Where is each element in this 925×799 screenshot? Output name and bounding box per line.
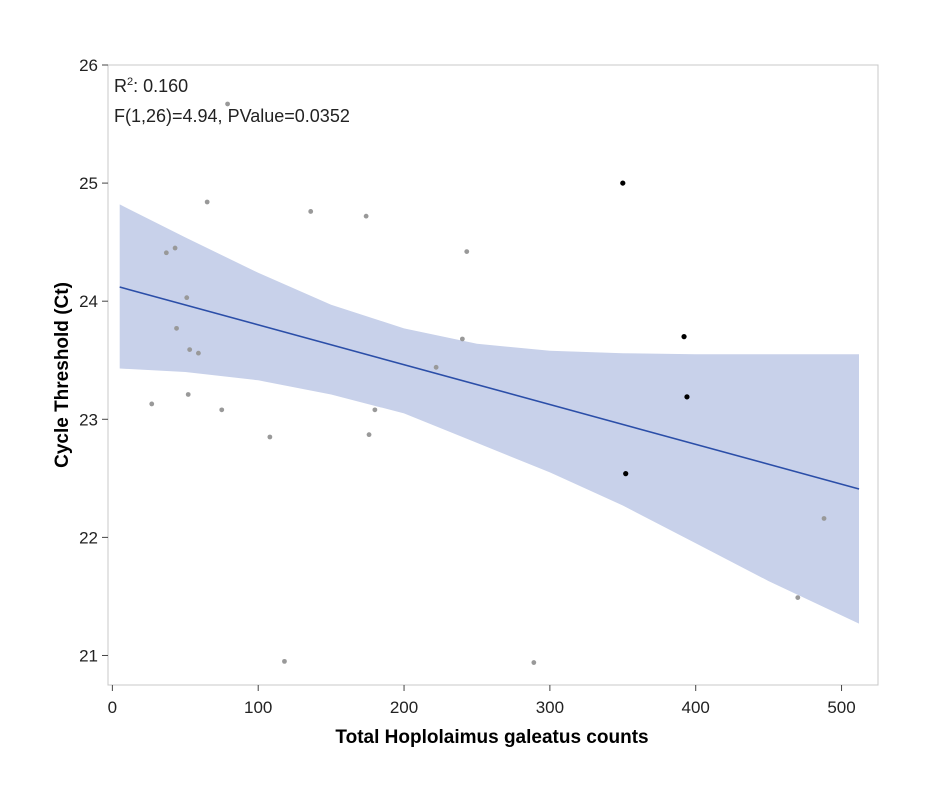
confidence-band xyxy=(119,204,859,624)
r2-superscript: 2 xyxy=(127,76,133,88)
data-point xyxy=(149,401,155,407)
r2-annotation: R2: 0.160 xyxy=(114,76,188,96)
data-point xyxy=(187,347,193,353)
data-point xyxy=(366,432,372,438)
y-tick-label: 26 xyxy=(79,56,98,75)
axes-layer: 0 100 200 300 400 500 21 22 23 24 25 26 xyxy=(79,56,856,717)
x-tick-label: 0 xyxy=(108,698,117,717)
y-tick-label: 22 xyxy=(79,528,98,547)
data-point xyxy=(363,213,369,219)
data-point xyxy=(464,249,470,254)
fit-line-layer xyxy=(119,286,860,490)
r2-value: : 0.160 xyxy=(133,76,188,96)
x-axis-title: Total Hoplolaimus galeatus counts xyxy=(335,727,648,748)
points-layer xyxy=(149,101,827,665)
data-point xyxy=(196,350,201,356)
y-tick-label: 24 xyxy=(79,292,98,311)
data-point xyxy=(184,295,190,301)
x-tick-label: 400 xyxy=(682,698,710,717)
data-point xyxy=(174,325,179,331)
data-point xyxy=(821,516,827,521)
y-tick-label: 23 xyxy=(79,410,98,429)
confidence-band-layer xyxy=(119,204,859,624)
data-point xyxy=(623,471,629,477)
data-point xyxy=(372,407,378,413)
x-tick-label: 200 xyxy=(390,698,418,717)
data-point xyxy=(204,199,210,205)
data-point xyxy=(531,660,537,665)
data-point xyxy=(795,595,801,601)
data-point xyxy=(459,336,465,342)
y-axis-title: Cycle Threshold (Ct) xyxy=(52,282,73,468)
data-point xyxy=(185,392,191,397)
data-point xyxy=(433,364,439,370)
data-point xyxy=(282,658,287,664)
x-tick-label: 500 xyxy=(827,698,855,717)
data-point xyxy=(267,434,273,440)
data-point xyxy=(163,250,169,256)
data-point xyxy=(225,101,230,107)
x-tick-label: 300 xyxy=(536,698,564,717)
y-tick-label: 21 xyxy=(79,646,98,665)
data-point xyxy=(219,407,225,413)
data-point xyxy=(172,245,178,251)
y-tick-label: 25 xyxy=(79,174,98,193)
data-point xyxy=(308,209,314,214)
x-tick-label: 100 xyxy=(244,698,272,717)
data-point xyxy=(684,394,690,400)
f-stat-annotation: F(1,26)=4.94, PValue=0.0352 xyxy=(114,106,350,126)
plot-frame xyxy=(107,64,879,686)
fit-line xyxy=(119,286,860,490)
data-point xyxy=(681,334,687,340)
data-point xyxy=(620,180,626,186)
